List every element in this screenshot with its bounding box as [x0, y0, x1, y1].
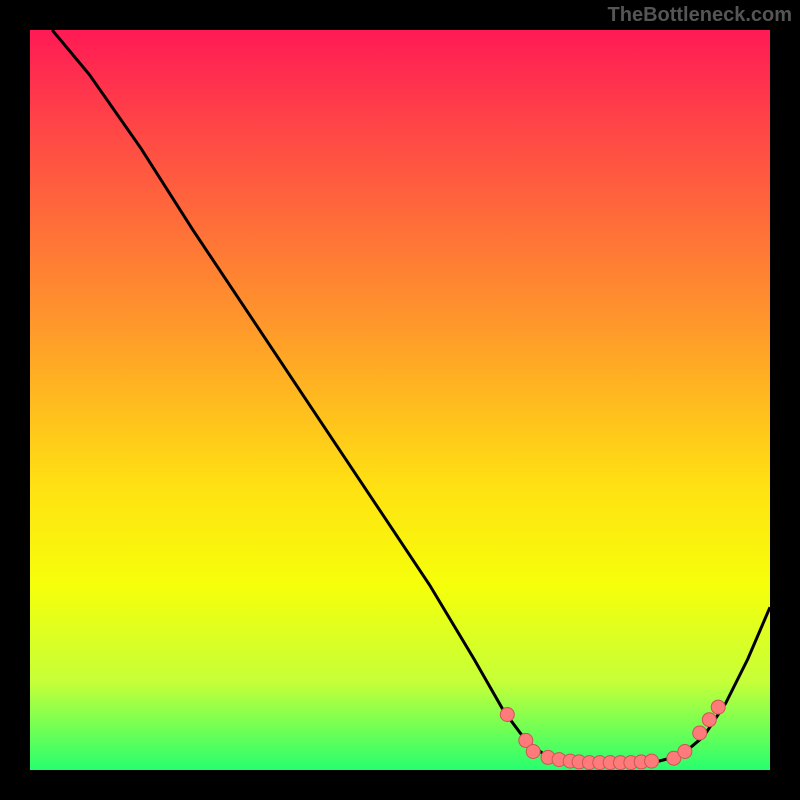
watermark-text: TheBottleneck.com — [608, 4, 792, 27]
data-marker — [645, 754, 659, 768]
data-marker — [693, 726, 707, 740]
data-marker — [678, 745, 692, 759]
data-marker — [500, 708, 514, 722]
chart-plot-area — [30, 30, 770, 770]
data-marker — [711, 700, 725, 714]
data-marker — [702, 713, 716, 727]
chart-svg — [30, 30, 770, 770]
marker-group — [500, 700, 725, 770]
curve-line — [52, 30, 770, 763]
data-marker — [526, 745, 540, 759]
